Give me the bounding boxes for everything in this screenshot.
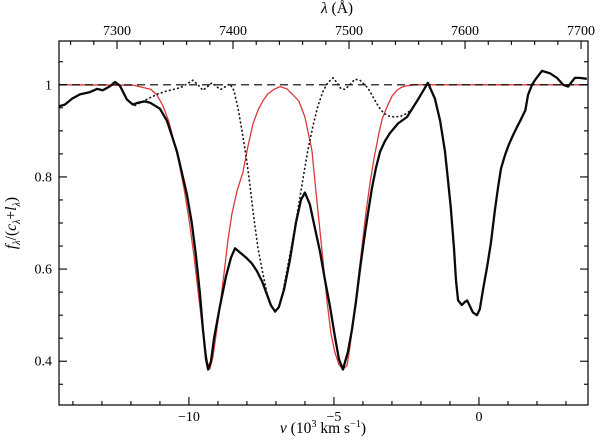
top-tick-label: 7300: [103, 24, 131, 39]
bottom-axis-title: v (103 km s−1): [279, 419, 367, 438]
model-fit-curve: [58, 84, 588, 370]
axis-ticks: [59, 41, 588, 405]
top-tick-label: 7700: [567, 24, 595, 39]
x-tick-label: −10: [178, 410, 200, 425]
y-tick-label: 0.6: [35, 263, 53, 278]
observed-spectrum-curve: [58, 69, 587, 371]
plot-frame: [58, 40, 589, 406]
y-tick-label: 0.4: [35, 355, 53, 370]
second-component-curve: [134, 77, 412, 313]
top-tick-label: 7500: [335, 24, 363, 39]
y-tick-label: 0.8: [35, 170, 53, 185]
left-axis-title: fλ/(cλ+lλ): [2, 196, 24, 250]
x-tick-label: 0: [475, 410, 482, 425]
top-tick-label: 7400: [219, 24, 247, 39]
y-tick-label: 1: [45, 78, 52, 93]
x-tick-label: −5: [326, 410, 341, 425]
data-series: [58, 69, 588, 371]
tick-labels: −10 −5 0 7300 7400 7500 7600 7700 0.4 0.6 0.8 1: [35, 24, 596, 425]
top-axis-title: λ (Å): [320, 0, 354, 17]
top-tick-label: 7600: [451, 24, 479, 39]
